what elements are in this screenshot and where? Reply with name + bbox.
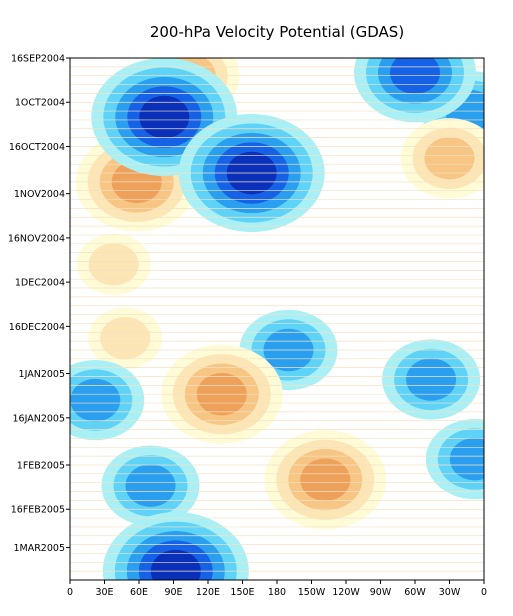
positive-anomaly-1 xyxy=(88,307,163,369)
contour-level-3 xyxy=(125,464,176,507)
negative-anomaly-2 xyxy=(382,339,481,420)
positive-anomaly-12 xyxy=(264,430,387,530)
contour-level-5 xyxy=(139,95,190,139)
positive-anomaly-9 xyxy=(400,118,484,199)
negative-anomaly-6 xyxy=(70,360,145,441)
y-tick-label: 1FEB2005 xyxy=(17,460,65,471)
x-tick-label: 150W xyxy=(298,587,326,598)
x-tick-label: 180 xyxy=(268,587,286,598)
plot-area xyxy=(70,58,484,580)
contour-level-4 xyxy=(300,458,351,501)
contour-level-3 xyxy=(424,137,475,180)
y-tick-label: 16OCT2004 xyxy=(9,142,65,153)
y-axis: 16SEP2004 1OCT2004 16OCT2004 1NOV2004 16NOV2… xyxy=(8,54,70,554)
x-tick-label: 90W xyxy=(370,587,392,598)
x-tick-label: 30E xyxy=(95,587,113,598)
x-tick-label: 150E xyxy=(230,587,254,598)
y-tick-label: 1JAN2005 xyxy=(19,369,65,380)
contour-level-3 xyxy=(406,358,457,401)
positive-anomaly-0 xyxy=(76,233,151,296)
x-tick-label: 0 xyxy=(481,587,487,598)
x-tick-label: 60E xyxy=(130,587,148,598)
x-tick-label: 30W xyxy=(439,587,461,598)
negative-anomaly-4 xyxy=(101,445,200,526)
chart-title: 200-hPa Velocity Potential (GDAS) xyxy=(150,23,404,41)
y-tick-label: 16JAN2005 xyxy=(12,413,65,424)
contour-level-3 xyxy=(449,437,484,481)
contour-level-2 xyxy=(88,243,139,286)
y-tick-label: 1NOV2004 xyxy=(14,189,65,200)
negative-anomaly-5 xyxy=(425,418,484,500)
negative-anomaly-16 xyxy=(102,512,249,580)
x-tick-label: 90E xyxy=(164,587,182,598)
y-tick-label: 16DEC2004 xyxy=(9,322,65,333)
y-tick-label: 1MAR2005 xyxy=(13,543,65,554)
x-tick-label: 60W xyxy=(404,587,426,598)
x-tick-label: 120E xyxy=(196,587,220,598)
x-tick-label: 0 xyxy=(67,587,73,598)
x-axis: 0 30E 60E 90E 120E 150E 180 150W 120W 90W 60W 30W 0 xyxy=(67,580,487,598)
y-tick-label: 16FEB2005 xyxy=(11,505,65,516)
contour-level-3 xyxy=(70,378,121,422)
contour-level-5 xyxy=(150,549,201,580)
negative-anomaly-10 xyxy=(354,58,476,123)
y-tick-label: 1OCT2004 xyxy=(15,98,65,109)
y-tick-label: 1DEC2004 xyxy=(15,278,65,289)
contour-level-2 xyxy=(100,316,151,360)
y-tick-label: 16NOV2004 xyxy=(8,233,65,244)
y-tick-label: 16SEP2004 xyxy=(11,54,65,65)
x-tick-label: 120W xyxy=(332,587,360,598)
